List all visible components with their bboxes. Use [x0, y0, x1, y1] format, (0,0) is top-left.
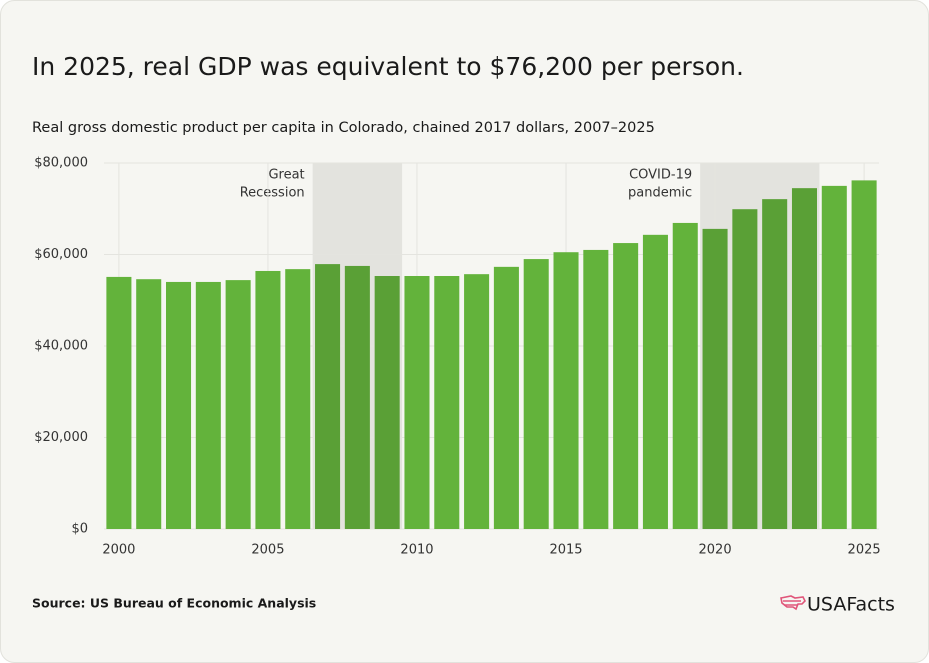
x-tick-label: 2010 [400, 543, 433, 558]
bar [762, 199, 788, 529]
brand: USAFacts [807, 594, 895, 616]
y-tick-label: $0 [71, 522, 88, 537]
bar [583, 249, 609, 530]
bar [523, 259, 549, 529]
bar [702, 228, 728, 529]
y-tick-label: $40,000 [34, 339, 88, 354]
x-tick-label: 2020 [699, 543, 732, 558]
range-label: Great [268, 168, 304, 183]
x-tick-label: 2025 [848, 543, 881, 558]
bar [493, 266, 519, 529]
bar [315, 264, 341, 529]
chart-subtitle: Real gross domestic product per capita i… [32, 120, 655, 136]
bar [791, 188, 817, 529]
plot: Great Recession COVID-19 pandemic $0 $20,000 $… [34, 156, 880, 558]
chart-title: In 2025, real GDP was equivalent to $76,… [32, 52, 744, 81]
bar [166, 281, 192, 529]
range-label: COVID-19 [629, 168, 692, 183]
x-tick-label: 2000 [102, 543, 135, 558]
bar [344, 265, 370, 529]
bar [255, 270, 281, 529]
brand-icon [780, 595, 806, 611]
bar [434, 276, 460, 529]
range-label: pandemic [628, 186, 692, 201]
range-label: Recession [240, 186, 305, 201]
bar [553, 252, 579, 529]
bar [732, 209, 758, 529]
bar [613, 243, 639, 529]
x-tick-label: 2005 [251, 543, 284, 558]
bar [672, 222, 698, 529]
y-tick-label: $80,000 [34, 156, 88, 171]
bar [195, 281, 221, 529]
bar [136, 279, 162, 529]
bar [404, 276, 430, 529]
source: Source: US Bureau of Economic Analysis [32, 596, 316, 611]
bar [225, 280, 251, 529]
y-tick-label: $60,000 [34, 247, 88, 262]
bar [851, 180, 877, 529]
bar [642, 234, 668, 529]
brand-icon-stripes [783, 600, 801, 606]
x-tick-label: 2015 [549, 543, 582, 558]
y-tick-label: $20,000 [34, 430, 88, 445]
bar [821, 185, 847, 529]
bar [285, 269, 311, 529]
bar [106, 276, 132, 529]
bar [374, 276, 400, 529]
bar [464, 274, 490, 529]
